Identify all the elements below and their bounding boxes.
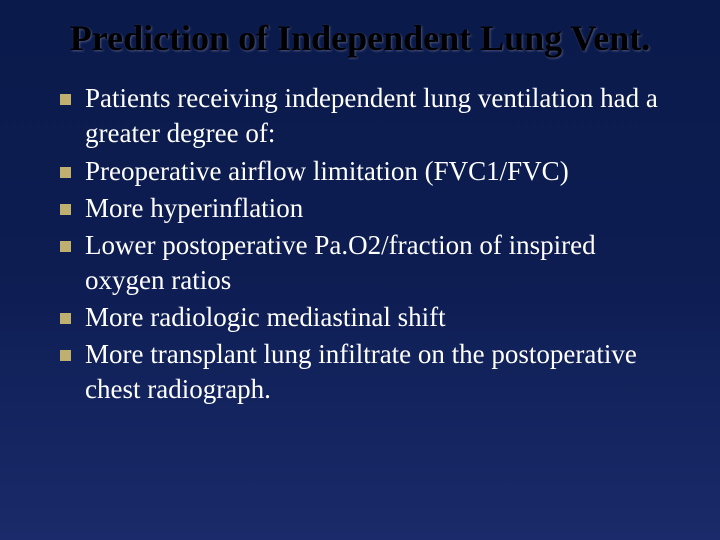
bullet-text: Lower postoperative Pa.O2/fraction of in… <box>85 228 670 298</box>
bullet-icon <box>60 313 71 324</box>
slide-title: Prediction of Independent Lung Vent. <box>0 0 720 69</box>
bullet-icon <box>60 241 71 252</box>
list-item: Lower postoperative Pa.O2/fraction of in… <box>60 228 670 298</box>
slide-content: Patients receiving independent lung vent… <box>0 69 720 407</box>
slide: Prediction of Independent Lung Vent. Pat… <box>0 0 720 540</box>
bullet-text: More transplant lung infiltrate on the p… <box>85 337 670 407</box>
list-item: Preoperative airflow limitation (FVC1/FV… <box>60 154 670 189</box>
bullet-icon <box>60 94 71 105</box>
list-item: More radiologic mediastinal shift <box>60 300 670 335</box>
bullet-text: Patients receiving independent lung vent… <box>85 81 670 151</box>
bullet-icon <box>60 204 71 215</box>
list-item: More transplant lung infiltrate on the p… <box>60 337 670 407</box>
list-item: More hyperinflation <box>60 191 670 226</box>
bullet-text: More radiologic mediastinal shift <box>85 300 670 335</box>
list-item: Patients receiving independent lung vent… <box>60 81 670 151</box>
bullet-text: Preoperative airflow limitation (FVC1/FV… <box>85 154 670 189</box>
bullet-icon <box>60 167 71 178</box>
bullet-text: More hyperinflation <box>85 191 670 226</box>
bullet-icon <box>60 350 71 361</box>
